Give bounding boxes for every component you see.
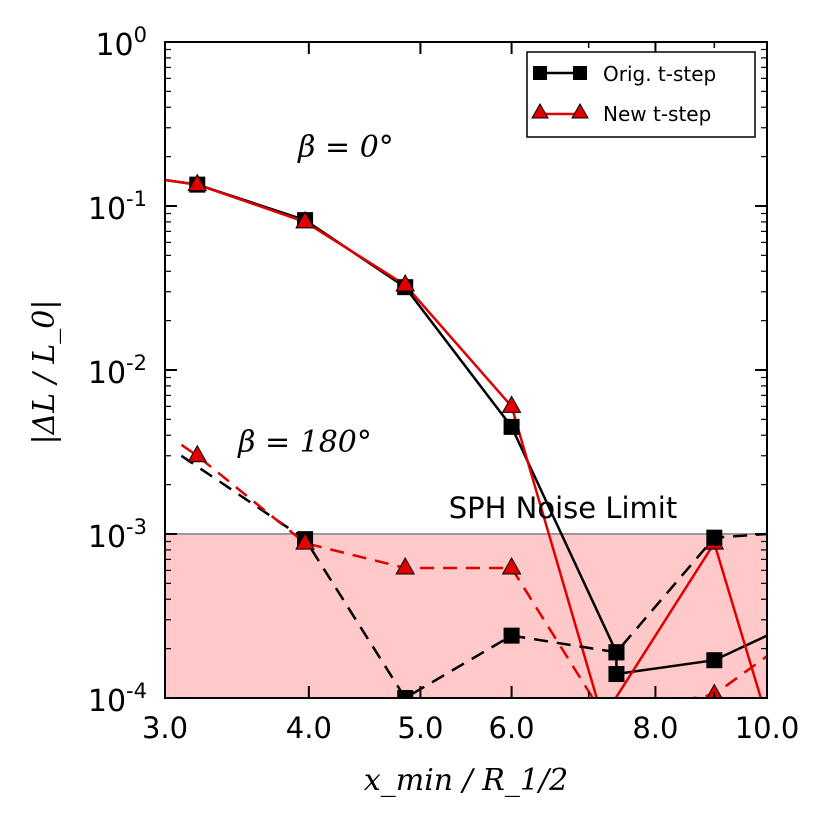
marker-triangle-s1-0 bbox=[187, 173, 208, 192]
marker-triangle-s3-0 bbox=[187, 444, 208, 463]
marker-triangle-s3-1 bbox=[295, 532, 315, 550]
marker-triangle-s3-2 bbox=[395, 557, 416, 575]
marker-triangle-s1-1 bbox=[295, 210, 315, 229]
axis-ticks-layer: 3.0 4.0 5.0 6.0 8.0 10.0 100 10-1 10-2 10-3 10-4 bbox=[88, 23, 799, 745]
series-line-1 bbox=[165, 178, 763, 698]
marker-square-s2-3 bbox=[608, 644, 625, 661]
x-tick-label-0: 3.0 bbox=[142, 711, 188, 745]
x-tick-label-3: 6.0 bbox=[489, 711, 535, 745]
legend-box bbox=[526, 51, 756, 138]
noise-limit-label: SPH Noise Limit bbox=[449, 491, 677, 525]
marker-triangle-s1-3 bbox=[501, 395, 522, 413]
series-markers-layer bbox=[187, 173, 725, 698]
legend-marker-orig-a bbox=[533, 66, 547, 80]
marker-triangle-s3-3 bbox=[501, 557, 522, 575]
marker-square-s0-6 bbox=[706, 652, 723, 669]
x-tick-label-2: 5.0 bbox=[397, 711, 443, 745]
legend-marker-orig-b bbox=[573, 66, 587, 80]
noise-limit-layer bbox=[165, 533, 767, 698]
marker-square-s2-4 bbox=[706, 529, 723, 546]
legend-label-orig: Orig. t-step bbox=[603, 62, 716, 86]
marker-square-s0-5 bbox=[608, 666, 625, 683]
x-tick-label-4: 8.0 bbox=[632, 711, 678, 745]
x-tick-label-1: 4.0 bbox=[286, 711, 332, 745]
marker-square-s2-2 bbox=[503, 627, 520, 644]
annotation-beta-180: β = 180° bbox=[237, 425, 372, 460]
marker-square-s2-1 bbox=[397, 690, 414, 698]
y-axis-label: |ΔL / L_0| bbox=[27, 300, 62, 445]
plot-frame bbox=[164, 41, 768, 699]
legend-label-new: New t-step bbox=[603, 102, 711, 126]
x-tick-label-5: 10.0 bbox=[735, 711, 800, 745]
marker-triangle-s3-4 bbox=[706, 683, 723, 698]
noise-limit-band bbox=[165, 534, 767, 698]
y-tick-label-3: 10-3 bbox=[88, 515, 147, 555]
x-axis-label: x_min / R_1/2 bbox=[364, 763, 568, 798]
annotation-beta-0: β = 0° bbox=[297, 130, 394, 165]
y-tick-label-0: 100 bbox=[95, 23, 147, 63]
legend: Orig. t-step New t-step bbox=[526, 51, 756, 138]
y-tick-label-4: 10-4 bbox=[88, 679, 147, 719]
marker-square-s0-3 bbox=[503, 418, 520, 435]
y-tick-label-1: 10-1 bbox=[88, 187, 147, 227]
y-tick-label-2: 10-2 bbox=[88, 351, 147, 391]
legend-marker-new-a bbox=[531, 102, 549, 119]
legend-marker-new-b bbox=[571, 102, 589, 119]
marker-triangle-s1-2 bbox=[395, 273, 416, 292]
